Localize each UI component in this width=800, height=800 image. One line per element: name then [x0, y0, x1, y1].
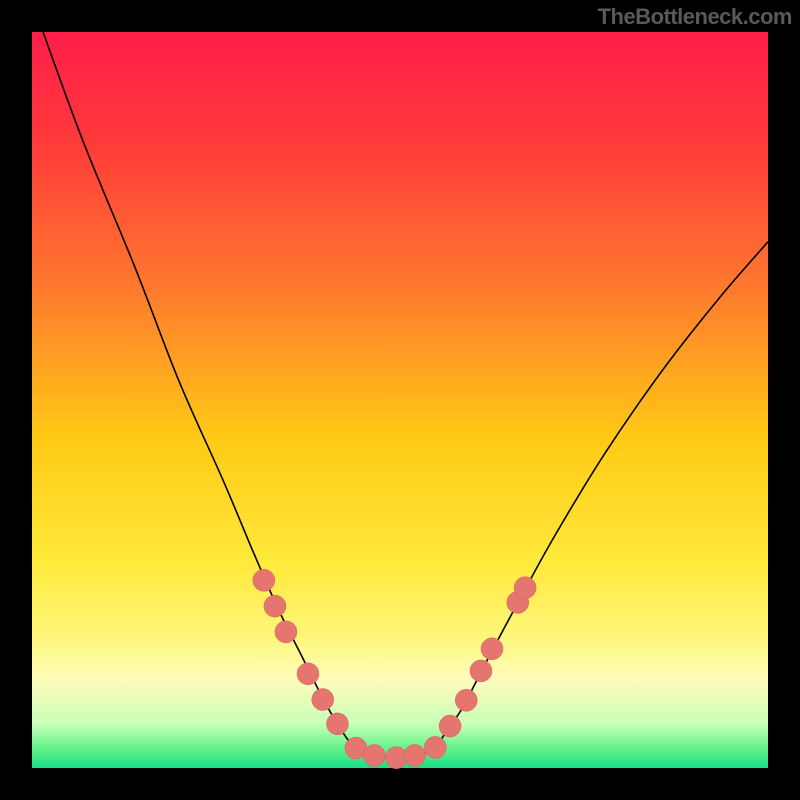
data-marker [424, 736, 446, 758]
data-marker [275, 621, 297, 643]
data-marker [455, 689, 477, 711]
data-marker [264, 595, 286, 617]
data-marker [312, 689, 334, 711]
data-marker [481, 638, 503, 660]
watermark-label: TheBottleneck.com [598, 4, 792, 30]
bottleneck-curve-chart [0, 0, 800, 800]
gradient-background [32, 32, 768, 768]
data-marker [404, 744, 426, 766]
data-marker [297, 663, 319, 685]
data-marker [363, 744, 385, 766]
data-marker [439, 715, 461, 737]
data-marker [326, 713, 348, 735]
data-marker [470, 660, 492, 682]
data-marker [514, 577, 536, 599]
data-marker [253, 569, 275, 591]
